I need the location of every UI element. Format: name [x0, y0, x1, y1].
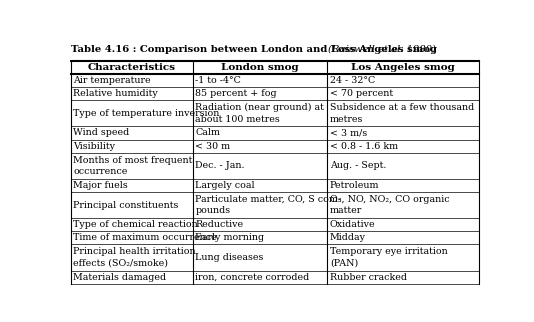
Text: Midday: Midday [330, 233, 366, 242]
Text: Principal health irritation
effects (SO₂/smoke): Principal health irritation effects (SO₂… [73, 247, 196, 268]
Text: Relative humidity: Relative humidity [73, 89, 158, 98]
Text: 85 percent + fog: 85 percent + fog [195, 89, 277, 98]
Text: < 0.8 - 1.6 km: < 0.8 - 1.6 km [330, 142, 398, 151]
Text: Temporary eye irritation
(PAN): Temporary eye irritation (PAN) [330, 247, 447, 268]
Text: Characteristics: Characteristics [88, 63, 176, 72]
Text: Petroleum: Petroleum [330, 181, 380, 190]
Text: London smog: London smog [222, 63, 299, 72]
Text: < 70 percent: < 70 percent [330, 89, 393, 98]
Text: (Raiswell et al. 1980): (Raiswell et al. 1980) [328, 44, 436, 53]
Text: 24 - 32°C: 24 - 32°C [330, 76, 375, 85]
Text: Largely coal: Largely coal [195, 181, 255, 190]
Text: Table 4.16 : Comparison between London and Loss Angeles smog: Table 4.16 : Comparison between London a… [71, 44, 441, 53]
Text: Type of chemical reaction: Type of chemical reaction [73, 220, 198, 229]
Text: Months of most frequent
occurrence: Months of most frequent occurrence [73, 156, 193, 176]
Text: Aug. - Sept.: Aug. - Sept. [330, 161, 386, 170]
Text: Radiation (near ground) at
about 100 metres: Radiation (near ground) at about 100 met… [195, 103, 324, 124]
Text: Major fuels: Major fuels [73, 181, 128, 190]
Text: Type of temperature inversion: Type of temperature inversion [73, 109, 220, 118]
Text: < 30 m: < 30 m [195, 142, 231, 151]
Text: Air temperature: Air temperature [73, 76, 151, 85]
Text: Los Angeles smog: Los Angeles smog [351, 63, 455, 72]
Text: Subsidence at a few thousand
metres: Subsidence at a few thousand metres [330, 103, 474, 124]
Text: -1 to -4°C: -1 to -4°C [195, 76, 241, 85]
Text: Principal constituents: Principal constituents [73, 201, 179, 210]
Text: Lung diseases: Lung diseases [195, 253, 264, 262]
Text: Rubber cracked: Rubber cracked [330, 272, 407, 281]
Text: Reductive: Reductive [195, 220, 244, 229]
Text: Visibility: Visibility [73, 142, 115, 151]
Text: Materials damaged: Materials damaged [73, 272, 167, 281]
Text: < 3 m/s: < 3 m/s [330, 128, 367, 137]
Text: O₃, NO, NO₂, CO organic
matter: O₃, NO, NO₂, CO organic matter [330, 195, 450, 215]
Text: Early morning: Early morning [195, 233, 264, 242]
Text: iron, concrete corroded: iron, concrete corroded [195, 272, 310, 281]
Text: Wind speed: Wind speed [73, 128, 130, 137]
Text: Dec. - Jan.: Dec. - Jan. [195, 161, 245, 170]
Text: Oxidative: Oxidative [330, 220, 375, 229]
Text: Calm: Calm [195, 128, 221, 137]
Text: Particulate matter, CO, S com-
pounds: Particulate matter, CO, S com- pounds [195, 195, 342, 215]
Text: Time of maximum occurrence: Time of maximum occurrence [73, 233, 217, 242]
